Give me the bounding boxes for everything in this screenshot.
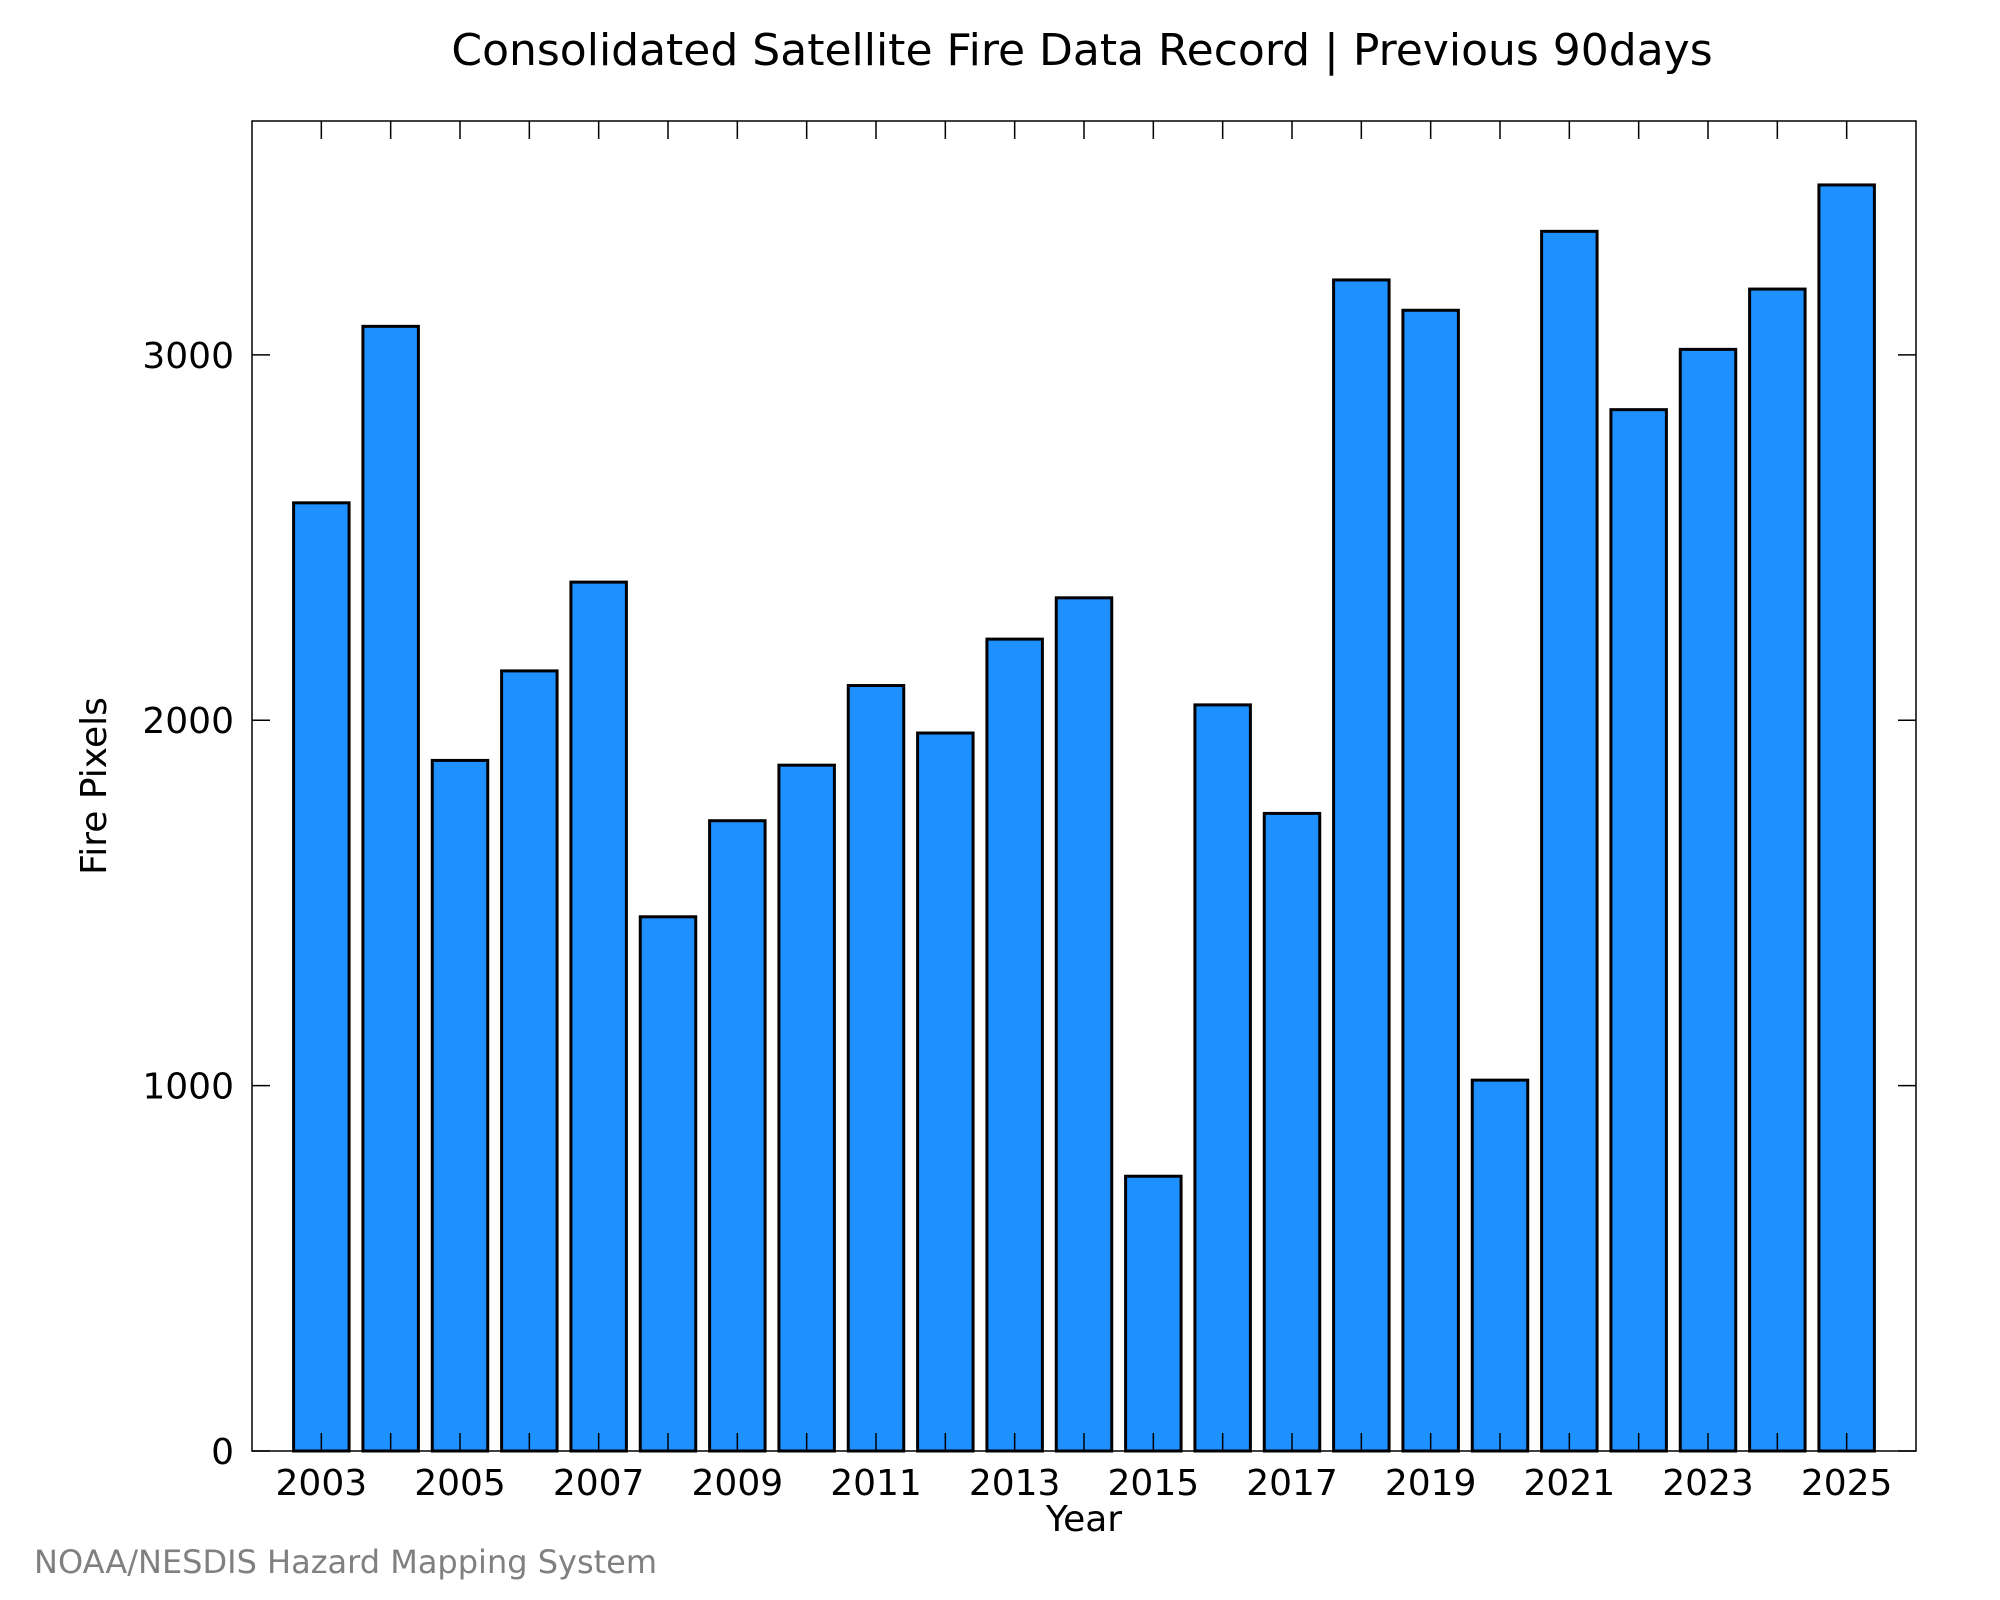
bars-group [292, 183, 1876, 1453]
x-tick-label-2013: 2013 [969, 1463, 1061, 1504]
y-tick-label-1000: 1000 [142, 1067, 234, 1108]
bar-2007 [569, 580, 628, 1453]
x-tick-label-2003: 2003 [276, 1463, 368, 1504]
credit-text: NOAA/NESDIS Hazard Mapping System [34, 1543, 657, 1581]
x-tick-label-2025: 2025 [1801, 1463, 1893, 1504]
y-axis-label: Fire Pixels [74, 697, 115, 875]
x-tick-label-2007: 2007 [553, 1463, 645, 1504]
bar-2020 [1470, 1078, 1530, 1453]
bar-2012 [916, 731, 975, 1453]
bar-2009 [708, 819, 767, 1453]
bar-2005 [430, 758, 490, 1453]
bar-2013 [985, 637, 1044, 1453]
x-axis-label: Year [1045, 1499, 1122, 1540]
x-tick-label-2015: 2015 [1108, 1463, 1200, 1504]
ticks-group: 2003 2005 2007 2009 2011 2013 2015 2017 2019 2021… [142, 121, 1916, 1504]
bar-2015 [1124, 1174, 1183, 1453]
bar-2017 [1262, 811, 1322, 1453]
y-tick-label-3000: 3000 [142, 336, 234, 377]
bar-2016 [1193, 703, 1252, 1453]
x-tick-label-2023: 2023 [1662, 1463, 1754, 1504]
bar-2019 [1401, 308, 1460, 1453]
x-tick-label-2017: 2017 [1246, 1463, 1338, 1504]
y-tick-label-0: 0 [211, 1432, 234, 1473]
bar-2014 [1054, 596, 1114, 1453]
bar-2023 [1678, 347, 1738, 1453]
y-tick-label-2000: 2000 [142, 701, 234, 742]
x-tick-label-2019: 2019 [1385, 1463, 1477, 1504]
x-tick-label-2011: 2011 [830, 1463, 922, 1504]
x-tick-label-2009: 2009 [692, 1463, 784, 1504]
bar-2022 [1609, 408, 1668, 1453]
x-tick-label-2021: 2021 [1524, 1463, 1616, 1504]
bar-2006 [500, 669, 559, 1453]
bar-2010 [777, 763, 836, 1453]
bar-2025 [1817, 183, 1876, 1453]
bar-2004 [361, 324, 420, 1453]
bar-2003 [292, 501, 351, 1453]
bar-2008 [638, 915, 698, 1453]
chart-title: Consolidated Satellite Fire Data Record … [451, 25, 1712, 76]
bar-2011 [846, 684, 906, 1453]
bar-2024 [1748, 287, 1807, 1453]
bar-2018 [1332, 278, 1391, 1453]
bar-2021 [1540, 229, 1599, 1453]
x-tick-label-2005: 2005 [414, 1463, 506, 1504]
